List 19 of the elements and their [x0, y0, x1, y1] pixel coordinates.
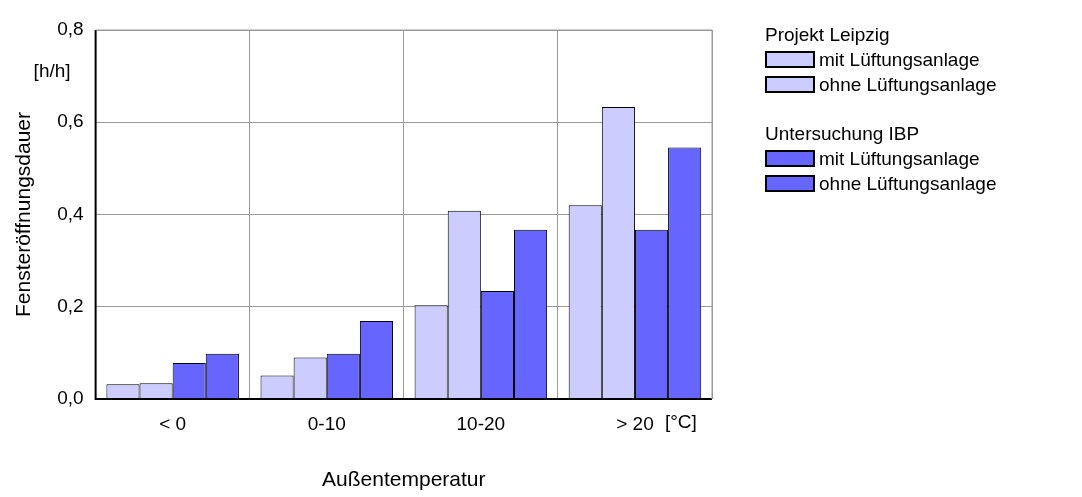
text: [h/h] — [33, 60, 71, 82]
text: Projekt Leipzig — [765, 23, 891, 47]
text: [°C] — [664, 411, 697, 433]
x-tick-label: < 0 — [159, 412, 187, 434]
y-tick-label: 0,0 — [57, 387, 84, 409]
legend-label: ohne Lüftungsanlage — [819, 172, 997, 196]
y-axis-title: Fensteröffnungsdauer — [11, 111, 35, 318]
x-axis-title: Außentemperatur — [322, 467, 486, 491]
y-tick-label: 0,4 — [57, 202, 85, 224]
y-tick-label: 0,2 — [57, 294, 84, 316]
y-tick-label: 0,6 — [57, 110, 84, 132]
legend-label: ohne Lüftungsanlage — [819, 73, 997, 97]
y-tick-label: 0,8 — [57, 18, 84, 40]
legend-label: mit Lüftungsanlage — [819, 147, 980, 171]
x-tick-label: 0-10 — [307, 412, 346, 434]
x-tick-label: > 20 — [616, 412, 654, 434]
x-tick-label: 10-20 — [456, 412, 506, 434]
text: Untersuchung IBP — [765, 122, 921, 146]
legend-label: mit Lüftungsanlage — [819, 48, 980, 72]
